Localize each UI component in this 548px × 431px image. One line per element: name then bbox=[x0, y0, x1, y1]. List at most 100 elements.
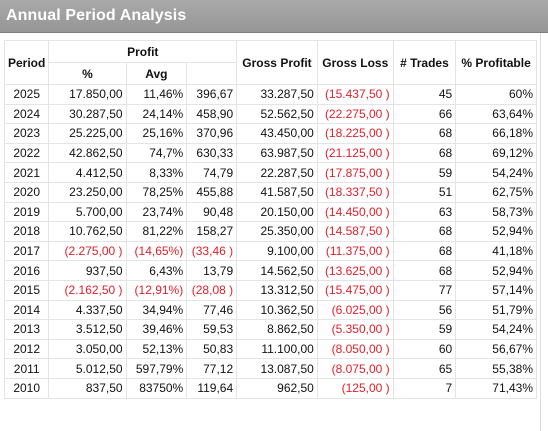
cell-profit: 3.512,50 bbox=[48, 319, 127, 340]
cell-profit: 837,50 bbox=[48, 377, 127, 399]
header-pct-profitable[interactable]: % Profitable bbox=[455, 40, 537, 85]
cell-profit-avg: 370,96 bbox=[186, 123, 238, 144]
cell-profit-pct: 6,43% bbox=[125, 260, 188, 281]
cell-profit-pct: 52,13% bbox=[125, 338, 188, 360]
cell-profit: 30.287,50 bbox=[48, 103, 127, 125]
header-profit-avg[interactable]: Avg bbox=[125, 62, 188, 85]
cell-gross-profit: 52.562,50 bbox=[236, 103, 318, 125]
cell-gross-loss: (14.450,00 ) bbox=[316, 201, 394, 223]
window-titlebar: Annual Period Analysis bbox=[0, 0, 548, 33]
header-profit-pct[interactable]: % bbox=[48, 62, 127, 85]
cell-profit: 23.250,00 bbox=[48, 181, 127, 203]
cell-profit-pct: 81,22% bbox=[125, 221, 188, 242]
table-row[interactable]: 2022 42.862,50 74,7% 630,33 63.987,50 (21.125… bbox=[3, 142, 537, 164]
cell-period: 2021 bbox=[3, 162, 50, 183]
cell-profit-avg: 13,79 bbox=[186, 260, 238, 281]
cell-period: 2018 bbox=[3, 221, 50, 242]
table-row[interactable]: 2023 25.225,00 25,16% 370,96 43.450,00 (18.22… bbox=[3, 123, 537, 144]
cell-profit-avg: 455,88 bbox=[186, 181, 238, 203]
cell-gross-profit: 14.562,50 bbox=[236, 260, 318, 281]
cell-profit: (2.162,50 ) bbox=[48, 279, 127, 301]
cell-trades: 68 bbox=[392, 123, 457, 144]
cell-gross-profit: 10.362,50 bbox=[236, 299, 318, 321]
cell-profit-pct: (14,65%) bbox=[125, 240, 188, 262]
table-row[interactable]: 2024 30.287,50 24,14% 458,90 52.562,50 (22.27… bbox=[3, 103, 537, 125]
header-trades[interactable]: # Trades bbox=[392, 40, 457, 85]
cell-profit: 5.012,50 bbox=[48, 358, 127, 379]
cell-period: 2019 bbox=[3, 201, 50, 223]
table-row[interactable]: 2012 3.050,00 52,13% 50,83 11.100,00 (8.050,0… bbox=[3, 338, 537, 360]
cell-period: 2010 bbox=[3, 377, 50, 399]
cell-gross-loss: (15.437,50 ) bbox=[316, 84, 394, 105]
header-gross-profit[interactable]: Gross Profit bbox=[236, 40, 318, 85]
cell-pct-profitable: 52,94% bbox=[455, 221, 537, 242]
cell-trades: 77 bbox=[392, 279, 457, 301]
cell-period: 2012 bbox=[3, 338, 50, 360]
cell-gross-loss: (21.125,00 ) bbox=[316, 142, 394, 164]
table-row[interactable]: 2010 837,50 83750% 119,64 962,50 (125,00 ) 7 71… bbox=[3, 377, 537, 399]
table-row[interactable]: 2017 (2.275,00 ) (14,65%) (33,46 ) 9.100,00(… bbox=[3, 240, 537, 262]
cell-trades: 68 bbox=[392, 240, 457, 262]
cell-pct-profitable: 58,73% bbox=[455, 201, 537, 223]
cell-profit: 17.850,00 bbox=[48, 84, 127, 105]
cell-trades: 51 bbox=[392, 181, 457, 203]
cell-profit: 4.412,50 bbox=[48, 162, 127, 183]
cell-period: 2011 bbox=[3, 358, 50, 379]
cell-profit-avg: 158,27 bbox=[186, 221, 238, 242]
cell-gross-loss: (13.625,00 ) bbox=[316, 260, 394, 281]
table-row[interactable]: 2019 5.700,00 23,74% 90,48 20.150,00 (14.450,… bbox=[3, 201, 537, 223]
cell-gross-loss: (8.050,00 ) bbox=[316, 338, 394, 360]
cell-gross-profit: 22.287,50 bbox=[236, 162, 318, 183]
cell-gross-loss: (5.350,00 ) bbox=[316, 319, 394, 340]
cell-profit-avg: 119,64 bbox=[186, 377, 238, 399]
cell-profit-avg: 630,33 bbox=[186, 142, 238, 164]
cell-period: 2017 bbox=[3, 240, 50, 262]
cell-profit-pct: 39,46% bbox=[125, 319, 188, 340]
annual-analysis-table: Period Profit Gross Profit Gross Loss # … bbox=[3, 40, 537, 399]
cell-pct-profitable: 60% bbox=[455, 84, 537, 105]
header-profit[interactable]: Profit bbox=[48, 40, 238, 63]
table-row[interactable]: 2018 10.762,50 81,22% 158,27 25.350,00 (14.58… bbox=[3, 221, 537, 242]
cell-profit-pct: 24,14% bbox=[125, 103, 188, 125]
table-row[interactable]: 2013 3.512,50 39,46% 59,53 8.862,50 (5.350,00… bbox=[3, 319, 537, 340]
cell-profit: 5.700,00 bbox=[48, 201, 127, 223]
cell-profit-pct: 74,7% bbox=[125, 142, 188, 164]
cell-gross-loss: (6.025,00 ) bbox=[316, 299, 394, 321]
table-row[interactable]: 2011 5.012,50 597,79% 77,12 13.087,50 (8.075,… bbox=[3, 358, 537, 379]
cell-gross-profit: 9.100,00 bbox=[236, 240, 318, 262]
cell-pct-profitable: 52,94% bbox=[455, 260, 537, 281]
cell-gross-loss: (125,00 ) bbox=[316, 377, 394, 399]
table-row[interactable]: 2025 17.850,00 11,46% 396,67 33.287,50 (15.43… bbox=[3, 84, 537, 105]
cell-profit-pct: 11,46% bbox=[125, 84, 188, 105]
cell-gross-profit: 41.587,50 bbox=[236, 181, 318, 203]
cell-profit-avg: 50,83 bbox=[186, 338, 238, 360]
cell-gross-loss: (18.225,00 ) bbox=[316, 123, 394, 144]
cell-pct-profitable: 63,64% bbox=[455, 103, 537, 125]
cell-pct-profitable: 57,14% bbox=[455, 279, 537, 301]
cell-trades: 68 bbox=[392, 221, 457, 242]
cell-trades: 66 bbox=[392, 103, 457, 125]
table-row[interactable]: 2016 937,50 6,43% 13,79 14.562,50 (13.625,00 … bbox=[3, 260, 537, 281]
cell-profit-avg: 59,53 bbox=[186, 319, 238, 340]
cell-pct-profitable: 55,38% bbox=[455, 358, 537, 379]
cell-pct-profitable: 54,24% bbox=[455, 162, 537, 183]
cell-profit-pct: 8,33% bbox=[125, 162, 188, 183]
panel-border bbox=[540, 33, 541, 431]
cell-period: 2014 bbox=[3, 299, 50, 321]
cell-gross-loss: (11.375,00 ) bbox=[316, 240, 394, 262]
header-gross-loss[interactable]: Gross Loss bbox=[316, 40, 394, 85]
table-row[interactable]: 2021 4.412,50 8,33% 74,79 22.287,50 (17.875,0… bbox=[3, 162, 537, 183]
header-period[interactable]: Period bbox=[3, 40, 50, 85]
cell-gross-profit: 13.312,50 bbox=[236, 279, 318, 301]
cell-profit-avg: 74,79 bbox=[186, 162, 238, 183]
table-row[interactable]: 2015 (2.162,50 ) (12,91%) (28,08 ) 13.312,50… bbox=[3, 279, 537, 301]
cell-period: 2023 bbox=[3, 123, 50, 144]
table-row[interactable]: 2020 23.250,00 78,25% 455,88 41.587,50 (18.33… bbox=[3, 181, 537, 203]
table-row[interactable]: 2014 4.337,50 34,94% 77,46 10.362,50 (6.025,0… bbox=[3, 299, 537, 321]
cell-profit: 3.050,00 bbox=[48, 338, 127, 360]
cell-gross-loss: (17.875,00 ) bbox=[316, 162, 394, 183]
cell-pct-profitable: 56,67% bbox=[455, 338, 537, 360]
cell-pct-profitable: 66,18% bbox=[455, 123, 537, 144]
cell-profit: (2.275,00 ) bbox=[48, 240, 127, 262]
cell-trades: 60 bbox=[392, 338, 457, 360]
